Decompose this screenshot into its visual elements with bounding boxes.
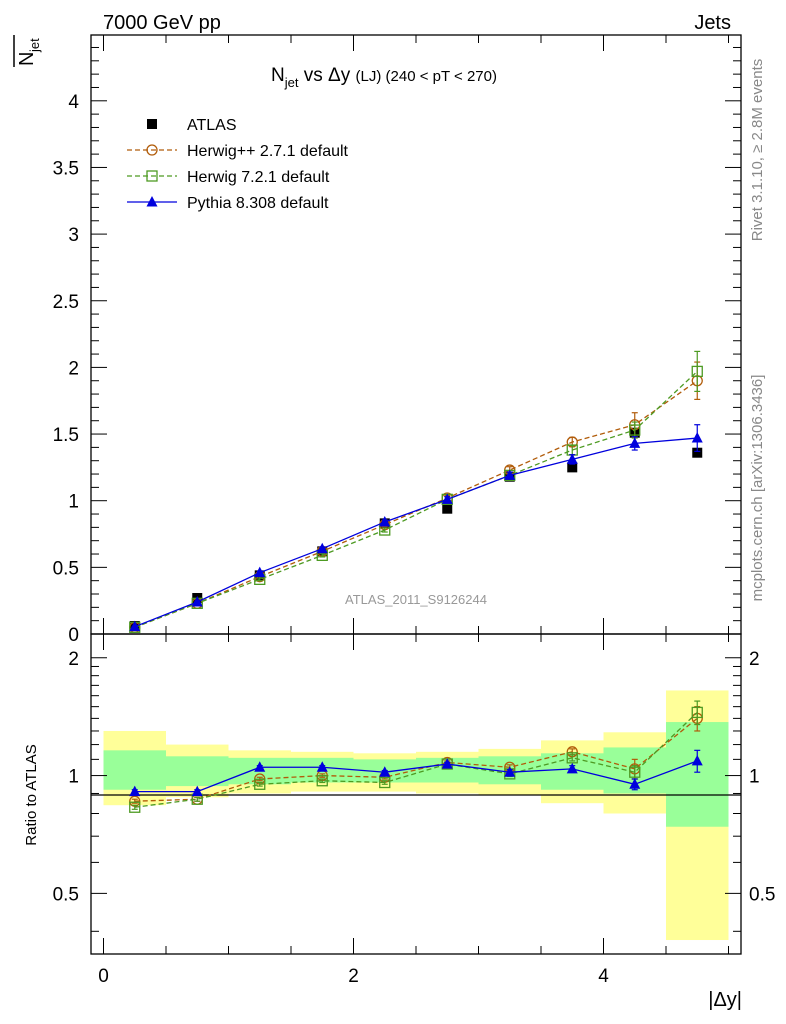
analysis-watermark: ATLAS_2011_S9126244 bbox=[345, 592, 487, 607]
legend-label: Herwig++ 2.7.1 default bbox=[187, 143, 349, 160]
data-point-2 bbox=[629, 424, 641, 436]
ratio-tick-label-right: 1 bbox=[749, 767, 760, 788]
y-tick-label: 3.5 bbox=[53, 158, 79, 179]
data-point-ratio-1 bbox=[629, 766, 641, 778]
ratio-axis-ticks: 0.5 0.5 1 1 2 2 bbox=[53, 649, 775, 932]
header-process-label: Jets bbox=[694, 12, 731, 34]
main-axis-ticks: 0 0.5 1 1.5 2 2.5 3 3.5 4 0 2 4 bbox=[53, 35, 741, 987]
chart-title-rest: (240 < pT < 270) bbox=[381, 68, 497, 85]
ratio-uncertainty-bands bbox=[103, 690, 729, 941]
series-line-ratio-1 bbox=[134, 711, 698, 808]
chart-title-main: N bbox=[271, 65, 285, 86]
data-point-ratio-2 bbox=[504, 766, 516, 777]
chart-title-sub: jet bbox=[284, 75, 299, 90]
legend: ATLAS Herwig++ 2.7.1 default Herwig 7.2.1 … bbox=[127, 117, 349, 212]
data-point-ratio-2 bbox=[129, 785, 141, 797]
data-point-ratio-2 bbox=[316, 761, 328, 772]
data-point-ratio-1 bbox=[379, 776, 391, 789]
ratio-tick-label-right: 2 bbox=[749, 649, 760, 670]
chart-title-mid: vs Δy bbox=[298, 65, 355, 86]
y-axis-label-sub: jet bbox=[27, 38, 42, 53]
ratio-band-green bbox=[666, 722, 729, 827]
data-point-ratio-1 bbox=[566, 752, 578, 764]
ratio-y-axis-label: Ratio to ATLAS bbox=[23, 744, 40, 845]
x-tick-label: 2 bbox=[348, 966, 359, 987]
main-series-layer bbox=[129, 350, 703, 633]
data-point-3 bbox=[129, 620, 141, 632]
rivet-version-label: Rivet 3.1.10, ≥ 2.8M events bbox=[749, 59, 766, 242]
legend-marker bbox=[146, 170, 158, 182]
y-tick-label: 3 bbox=[68, 225, 79, 246]
chart-title-small: (LJ) bbox=[356, 68, 382, 85]
y-tick-label: 1.5 bbox=[53, 425, 79, 446]
data-point-ratio-1 bbox=[691, 706, 703, 719]
ratio-tick-label: 0.5 bbox=[53, 884, 79, 905]
data-point-ratio-2 bbox=[566, 762, 578, 774]
ratio-plot-frame bbox=[90, 633, 742, 955]
data-point-ratio-2 bbox=[691, 754, 703, 766]
x-tick-label: 4 bbox=[598, 966, 609, 987]
x-axis-label: |Δy| bbox=[708, 989, 742, 1011]
data-point-ratio-1 bbox=[254, 778, 266, 790]
data-point-0 bbox=[442, 503, 453, 514]
y-tick-label: 2 bbox=[68, 358, 79, 379]
data-point-2 bbox=[691, 365, 703, 378]
legend-label: Pythia 8.308 default bbox=[187, 195, 329, 212]
ratio-tick-label: 2 bbox=[68, 649, 79, 670]
legend-label: Herwig 7.2.1 default bbox=[187, 169, 330, 186]
legend-marker bbox=[146, 144, 158, 156]
chart-title: Njet vs Δy (LJ) (240 < pT < 270) bbox=[271, 65, 497, 90]
data-point-3 bbox=[441, 493, 453, 504]
ratio-tick-label: 1 bbox=[68, 767, 79, 788]
ratio-band-green bbox=[103, 750, 166, 790]
legend-marker bbox=[146, 196, 158, 207]
legend-marker bbox=[147, 119, 157, 129]
data-point-ratio-2 bbox=[441, 758, 453, 769]
ratio-tick-label-right: 0.5 bbox=[749, 884, 775, 905]
data-point-ratio-2 bbox=[629, 778, 641, 789]
y-tick-label: 0.5 bbox=[53, 558, 79, 579]
series-line-2 bbox=[134, 370, 698, 628]
y-axis-label: N jet bbox=[13, 35, 42, 67]
data-point-3 bbox=[629, 437, 641, 448]
data-point-3 bbox=[191, 596, 203, 607]
data-point-3 bbox=[254, 566, 266, 578]
y-tick-label: 2.5 bbox=[53, 292, 79, 313]
data-point-0 bbox=[567, 462, 578, 473]
data-point-3 bbox=[504, 469, 516, 480]
data-point-3 bbox=[316, 542, 328, 554]
series-line-1 bbox=[134, 380, 698, 628]
ratio-series-layer bbox=[129, 700, 703, 813]
mcplots-label: mcplots.cern.ch [arXiv:1306.3436] bbox=[749, 375, 766, 602]
data-point-3 bbox=[566, 453, 578, 464]
y-tick-label: 1 bbox=[68, 492, 79, 513]
y-tick-label: 0 bbox=[68, 625, 79, 646]
x-tick-label: 0 bbox=[98, 966, 109, 987]
y-tick-label: 4 bbox=[68, 92, 79, 113]
data-point-ratio-1 bbox=[129, 801, 141, 813]
data-point-3 bbox=[379, 516, 391, 527]
data-point-3 bbox=[691, 432, 703, 443]
legend-label: ATLAS bbox=[187, 117, 237, 134]
series-line-ratio-2 bbox=[134, 760, 698, 793]
data-point-ratio-2 bbox=[379, 766, 391, 777]
ratio-band-green bbox=[166, 756, 229, 787]
data-point-ratio-1 bbox=[316, 775, 328, 787]
y-axis-label-main: N bbox=[16, 52, 38, 66]
header-energy-label: 7000 GeV pp bbox=[103, 12, 221, 34]
data-point-0 bbox=[692, 447, 703, 458]
series-line-3 bbox=[134, 437, 698, 628]
data-point-ratio-2 bbox=[254, 761, 266, 772]
data-point-ratio-2 bbox=[191, 785, 203, 797]
